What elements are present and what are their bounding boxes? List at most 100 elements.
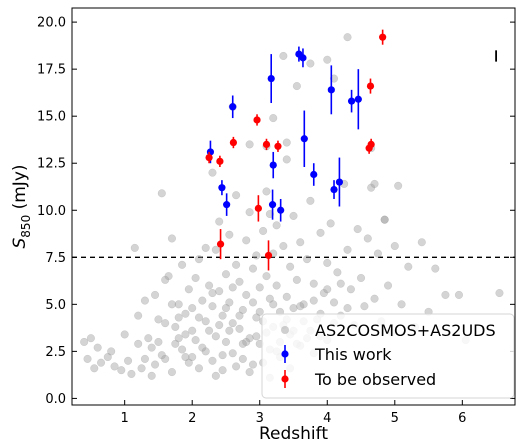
legend-marker-this-work [281, 350, 289, 358]
this-work-point [300, 110, 308, 167]
to-be-observed-point [274, 140, 282, 152]
as2-point [184, 358, 193, 367]
legend-label-this-work: This work [314, 345, 392, 364]
this-work-marker [218, 184, 226, 192]
this-work-marker [268, 201, 277, 209]
to-be-observed-marker [254, 204, 262, 212]
as2-point [262, 272, 271, 281]
as2-point [228, 349, 237, 358]
this-work-marker [223, 201, 231, 209]
as2-point [140, 296, 149, 305]
x-axis-title: Redshift [259, 424, 328, 444]
legend-label-to-be-observed: To be observed [314, 370, 436, 389]
as2-point [262, 187, 271, 196]
to-be-observed-point [262, 138, 271, 151]
as2-point [367, 183, 376, 192]
to-be-observed-point [379, 29, 387, 45]
as2-point [174, 313, 183, 322]
to-be-observed-marker [262, 140, 271, 149]
as2-point [140, 354, 149, 363]
as2-point [235, 324, 244, 333]
as2-point [228, 283, 237, 292]
as2-point [282, 138, 291, 147]
as2-point [238, 354, 247, 363]
as2-point [211, 332, 220, 341]
legend-label-as2: AS2COSMOS+AS2UDS [315, 321, 496, 340]
as2-point [225, 298, 234, 307]
y-tick-label: 0.0 [45, 392, 66, 407]
plot-frame [71, 7, 516, 406]
this-work-point [354, 69, 362, 130]
as2-point [232, 260, 241, 269]
as2-point [323, 55, 332, 64]
as2-point [441, 290, 450, 299]
as2-point [252, 251, 261, 260]
as2-point [248, 264, 258, 273]
to-be-observed-point [253, 114, 261, 126]
as2-point [157, 189, 166, 198]
this-work-marker [277, 206, 285, 214]
as2-point [161, 354, 170, 363]
as2-point [390, 241, 399, 251]
as2-point [181, 309, 190, 318]
this-work-point [218, 180, 226, 196]
as2-point [356, 273, 366, 283]
as2-point [80, 337, 89, 347]
x-tick-label: 3 [256, 411, 264, 426]
as2-point [380, 215, 389, 224]
legend-marker-to-be-observed [281, 375, 289, 383]
legend-marker-as2 [281, 326, 289, 334]
as2-point [218, 366, 227, 375]
y-axis-ticks: 0.0 2.5 5.0 7.5 10.0 12.5 15.0 17.5 20.0 [37, 16, 515, 407]
this-work-marker [310, 170, 318, 179]
as2-point [86, 334, 95, 343]
as2-point [238, 339, 247, 348]
this-work-marker [269, 161, 277, 169]
to-be-observed-points-layer [205, 29, 387, 271]
as2-point [225, 230, 234, 239]
as2-point [221, 270, 231, 279]
to-be-observed-marker [274, 142, 282, 150]
as2-point [154, 315, 163, 324]
as2-point [282, 292, 291, 301]
as2-point [245, 368, 254, 377]
as2-point [248, 360, 258, 369]
as2-point [221, 337, 231, 347]
as2-point [191, 336, 200, 345]
to-be-observed-marker [264, 251, 273, 260]
as2-point [495, 288, 504, 298]
y-tick-label: 15.0 [37, 110, 66, 125]
as2-point [188, 304, 197, 313]
to-be-observed-marker [216, 157, 224, 165]
as2-point [188, 326, 197, 335]
y-tick-label: 10.0 [37, 204, 66, 219]
to-be-observed-marker [379, 33, 387, 41]
to-be-observed-marker [216, 240, 225, 248]
to-be-observed-point [366, 78, 375, 94]
as2-point [218, 311, 227, 320]
as2-point [245, 140, 254, 149]
as2-point [272, 281, 281, 290]
as2-point [225, 326, 234, 335]
as2-point [309, 279, 318, 288]
this-work-point [335, 157, 344, 207]
as2-point [161, 275, 170, 284]
as2-point [215, 287, 224, 296]
as2-point [96, 358, 106, 367]
as2-point [201, 243, 210, 252]
as2-point [134, 339, 143, 348]
as2-point [232, 191, 241, 200]
as2-point [296, 302, 305, 311]
as2-point [343, 245, 352, 254]
as2-point [90, 364, 99, 373]
as2-point [394, 181, 403, 190]
as2-point [215, 320, 224, 330]
as2-point [208, 302, 217, 311]
as2-point [269, 300, 278, 309]
as2-point [272, 221, 281, 230]
to-be-observed-marker [366, 82, 375, 90]
as2-point [255, 283, 264, 292]
this-work-marker [327, 86, 335, 94]
as2-point [259, 226, 268, 236]
as2-point [286, 262, 295, 271]
